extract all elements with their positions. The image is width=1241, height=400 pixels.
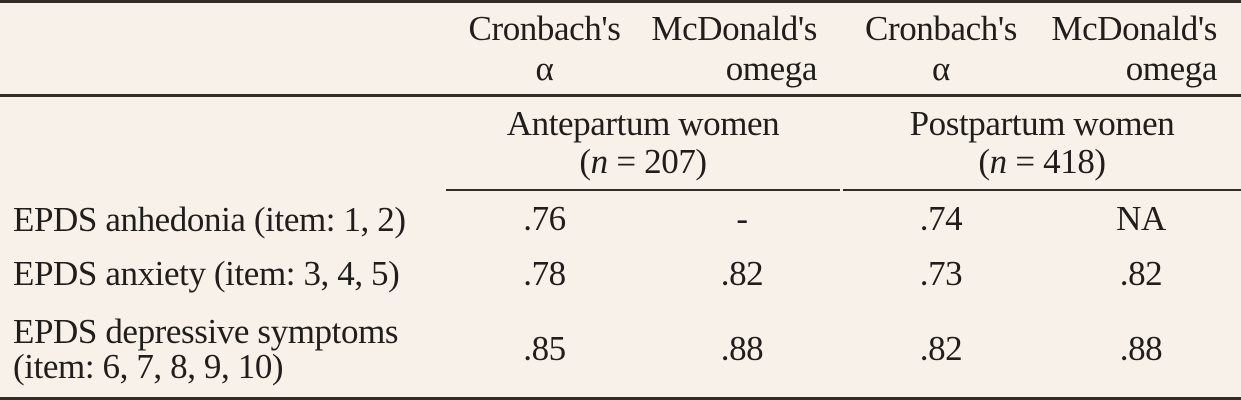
group-title: Antepartum women xyxy=(506,104,780,143)
row-label-anhedonia: EPDS anhedonia (item: 1, 2) xyxy=(0,191,446,247)
n-value: = 207) xyxy=(608,142,707,181)
alpha-symbol: α xyxy=(535,49,554,88)
row-label-line: EPDS anhedonia (item: 1, 2) xyxy=(13,199,406,239)
n-symbol: n xyxy=(590,142,609,181)
corner-cell xyxy=(0,3,446,97)
value-cell: .82 xyxy=(1119,253,1163,293)
col-header-mcdonalds-omega-antepartum: McDonald's omega xyxy=(643,3,841,97)
omega-label: omega xyxy=(1125,49,1218,88)
alpha-symbol: α xyxy=(932,49,950,88)
col-header-line1: McDonald's xyxy=(1051,9,1217,48)
value-cell: .88 xyxy=(1119,328,1163,368)
value-cell: .73 xyxy=(919,253,963,293)
sample-size: (n = 418) xyxy=(978,142,1106,181)
omega-label: omega xyxy=(725,49,818,88)
group-row-spacer xyxy=(0,97,446,191)
col-header-line1: Cronbach's xyxy=(468,9,621,48)
value-cell: .82 xyxy=(720,253,764,293)
row-label-line: EPDS depressive symptoms xyxy=(13,311,399,351)
value-cell: - xyxy=(736,199,748,238)
col-header-line1: McDonald's xyxy=(651,9,817,48)
value-cell: .74 xyxy=(919,199,963,238)
col-header-cronbach-alpha-antepartum: Cronbach's α xyxy=(446,3,643,97)
row-label-depressive-symptoms: EPDS depressive symptoms (item: 6, 7, 8,… xyxy=(0,300,446,397)
value-cell: .76 xyxy=(523,199,566,238)
value-cell: .78 xyxy=(523,253,566,293)
paren-open: ( xyxy=(579,142,591,181)
row-label-line: (item: 6, 7, 8, 9, 10) xyxy=(13,346,284,386)
value-cell: .88 xyxy=(720,328,764,368)
sample-size: (n = 207) xyxy=(579,142,707,181)
paren-open: ( xyxy=(978,142,990,181)
group-header-postpartum: Postpartum women (n = 418) xyxy=(843,97,1241,191)
group-title: Postpartum women xyxy=(909,104,1175,143)
value-cell: .82 xyxy=(919,328,963,368)
n-symbol: n xyxy=(989,142,1008,181)
n-value: = 418) xyxy=(1007,142,1106,181)
value-cell: NA xyxy=(1116,199,1166,238)
group-header-antepartum: Antepartum women (n = 207) xyxy=(446,97,840,191)
value-cell: .85 xyxy=(523,328,566,368)
row-label-anxiety: EPDS anxiety (item: 3, 4, 5) xyxy=(0,247,446,300)
row-label-line: EPDS anxiety (item: 3, 4, 5) xyxy=(13,254,400,293)
col-header-cronbach-alpha-postpartum: Cronbach's α xyxy=(841,3,1041,97)
col-header-mcdonalds-omega-postpartum: McDonald's omega xyxy=(1041,3,1241,97)
col-header-line1: Cronbach's xyxy=(865,9,1017,48)
